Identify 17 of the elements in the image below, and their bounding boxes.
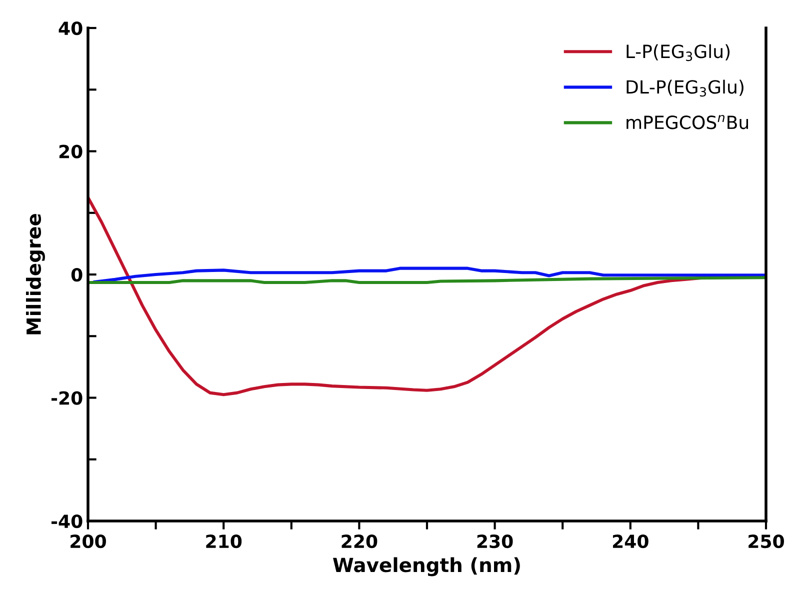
legend-label: mPEGCOS$^{n}$Bu (626, 114, 748, 130)
line-series (93, 266, 766, 284)
x-tick-label: 250 (748, 534, 784, 548)
legend-label: L-P(EG$_{3}$Glu) (626, 44, 730, 62)
legend-label: DL-P(EG$_{3}$Glu) (626, 80, 744, 97)
y-tick-label: -20 (52, 391, 82, 405)
y-axis-title: Millidegree (26, 214, 45, 334)
x-tick-label: 220 (342, 534, 378, 548)
y-tick-label: 40 (58, 21, 82, 36)
y-tick-label: -40 (52, 514, 82, 528)
x-tick-label: 200 (70, 534, 106, 548)
x-tick-label: 240 (612, 534, 648, 548)
y-tick-label: 0 (71, 268, 82, 282)
x-tick-label: 230 (477, 534, 513, 548)
x-axis-title: Wavelength (nm) (333, 557, 520, 576)
x-tick-label: 210 (206, 534, 242, 548)
y-tick-label: 20 (59, 144, 82, 158)
